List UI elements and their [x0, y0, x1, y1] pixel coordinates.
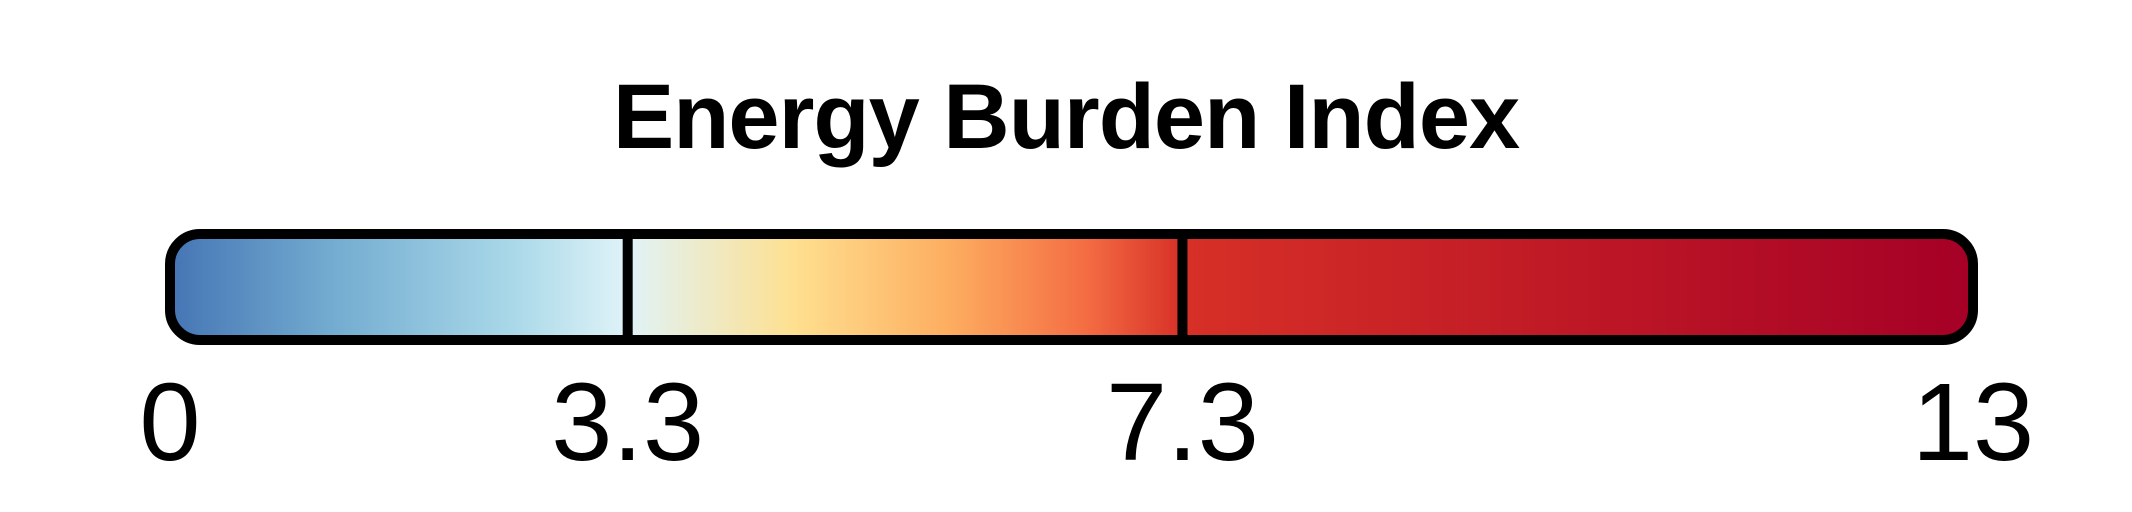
tick-label: 3.3: [551, 361, 705, 484]
gradient-fill: [170, 234, 1973, 340]
legend-title: Energy Burden Index: [612, 66, 1520, 168]
bar-outline: [165, 229, 1978, 345]
tick-label: 0: [139, 361, 201, 484]
tick-label: 13: [1911, 361, 2035, 484]
tick-label: 7.3: [1105, 361, 1259, 484]
